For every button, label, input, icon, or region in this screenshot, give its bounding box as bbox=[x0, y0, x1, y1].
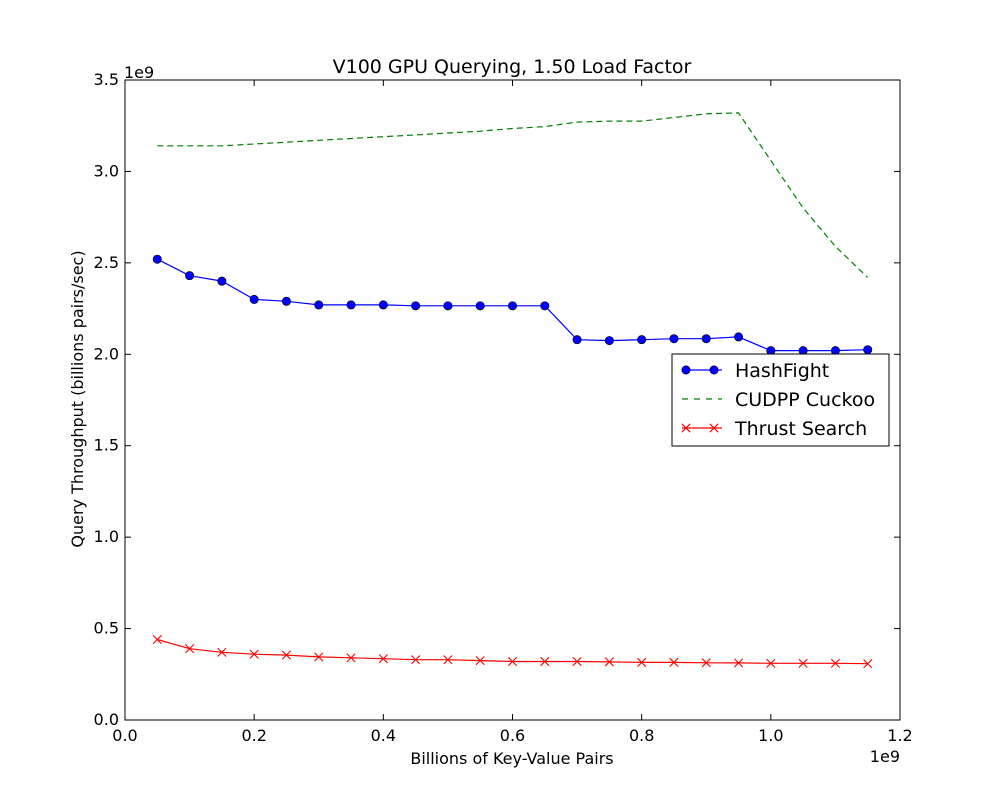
y-tick-label-7: 3.5 bbox=[94, 70, 119, 89]
data-point-s2-9 bbox=[443, 655, 453, 665]
y-tick-label-2: 1.0 bbox=[94, 527, 119, 546]
data-point-s0-2 bbox=[217, 276, 227, 286]
data-point-s2-3 bbox=[249, 649, 259, 659]
data-point-s0-12 bbox=[540, 301, 550, 311]
data-point-s2-0 bbox=[152, 634, 162, 645]
data-point-s0-13 bbox=[572, 335, 582, 345]
y-tick-label-6: 3.0 bbox=[94, 161, 119, 180]
chart-title: V100 GPU Querying, 1.50 Load Factor bbox=[333, 56, 692, 78]
data-point-s2-17 bbox=[701, 658, 711, 668]
data-point-s0-16 bbox=[669, 334, 679, 344]
data-point-s2-15 bbox=[637, 657, 647, 667]
data-point-s0-5 bbox=[314, 300, 324, 310]
data-point-s0-18 bbox=[734, 332, 744, 342]
data-point-s0-4 bbox=[281, 296, 291, 306]
data-point-s2-2 bbox=[217, 647, 227, 657]
data-point-s0-11 bbox=[507, 301, 517, 311]
data-point-s0-10 bbox=[475, 301, 485, 311]
data-point-s0-7 bbox=[378, 300, 388, 310]
x-tick-label-2: 0.4 bbox=[371, 726, 396, 745]
data-point-s2-8 bbox=[411, 655, 421, 665]
data-point-s2-6 bbox=[346, 653, 356, 663]
legend-label-0: HashFight bbox=[735, 360, 829, 382]
legend-label-2: Thrust Search bbox=[734, 418, 867, 440]
data-point-s2-4 bbox=[281, 650, 292, 660]
data-point-s2-13 bbox=[572, 656, 582, 667]
data-point-s0-22 bbox=[863, 345, 873, 355]
y-offset-label: 1e9 bbox=[124, 63, 154, 82]
x-tick-label-5: 1.0 bbox=[758, 726, 783, 745]
data-point-s2-16 bbox=[669, 657, 679, 667]
plot-area bbox=[152, 112, 873, 669]
data-point-s0-17 bbox=[701, 334, 711, 344]
x-offset-label: 1e9 bbox=[870, 747, 900, 766]
data-point-s2-12 bbox=[540, 656, 550, 667]
y-tick-label-1: 0.5 bbox=[94, 619, 119, 638]
data-point-s2-10 bbox=[475, 655, 485, 666]
data-point-s0-9 bbox=[443, 301, 453, 311]
data-point-s2-21 bbox=[830, 658, 841, 668]
series-line-1 bbox=[157, 112, 869, 278]
y-tick-label-3: 1.5 bbox=[94, 436, 119, 455]
data-point-s0-14 bbox=[604, 336, 614, 346]
x-tick-label-6: 1.2 bbox=[887, 726, 912, 745]
data-point-s2-14 bbox=[604, 657, 614, 667]
legend-box bbox=[671, 353, 890, 447]
y-axis-label: Query Throughput (billions pairs/sec) bbox=[68, 250, 87, 547]
legend-marker-2-0 bbox=[681, 423, 691, 433]
x-tick-label-0: 0.0 bbox=[112, 726, 137, 745]
x-tick-label-4: 0.8 bbox=[629, 726, 654, 745]
legend-marker-0-0 bbox=[681, 365, 691, 375]
data-point-s0-1 bbox=[185, 271, 195, 281]
data-point-s0-6 bbox=[346, 300, 356, 310]
legend-label-1: CUDPP Cuckoo bbox=[735, 389, 875, 411]
data-point-s0-15 bbox=[637, 335, 647, 345]
y-tick-label-5: 2.5 bbox=[94, 253, 119, 272]
legend-marker-2-1 bbox=[709, 423, 719, 433]
data-point-s2-1 bbox=[184, 644, 195, 654]
x-tick-label-1: 0.2 bbox=[241, 726, 266, 745]
data-point-s2-19 bbox=[766, 658, 776, 668]
data-point-s2-20 bbox=[798, 658, 808, 668]
data-point-s2-22 bbox=[863, 659, 873, 669]
data-point-s0-0 bbox=[152, 254, 162, 264]
data-point-s0-8 bbox=[411, 301, 421, 311]
data-point-s2-11 bbox=[507, 656, 518, 667]
axes: 0.0 0.2 0.4 0.6 0.8 1.0 1.2 0.0 0.5 1.0 1.5 2.0 2.5 3… bbox=[94, 70, 913, 745]
legend-marker-0-1 bbox=[709, 365, 719, 375]
data-point-s2-5 bbox=[314, 652, 324, 662]
y-tick-label-0: 0.0 bbox=[94, 710, 119, 729]
data-point-s2-7 bbox=[378, 654, 388, 664]
x-axis-label: Billions of Key-Value Pairs bbox=[410, 749, 613, 768]
legend: HashFight CUDPP Cuckoo Thrust Search bbox=[671, 353, 890, 447]
data-point-s2-18 bbox=[733, 658, 744, 668]
y-tick-label-4: 2.0 bbox=[94, 344, 119, 363]
x-tick-label-3: 0.6 bbox=[500, 726, 525, 745]
data-point-s0-3 bbox=[249, 294, 259, 304]
